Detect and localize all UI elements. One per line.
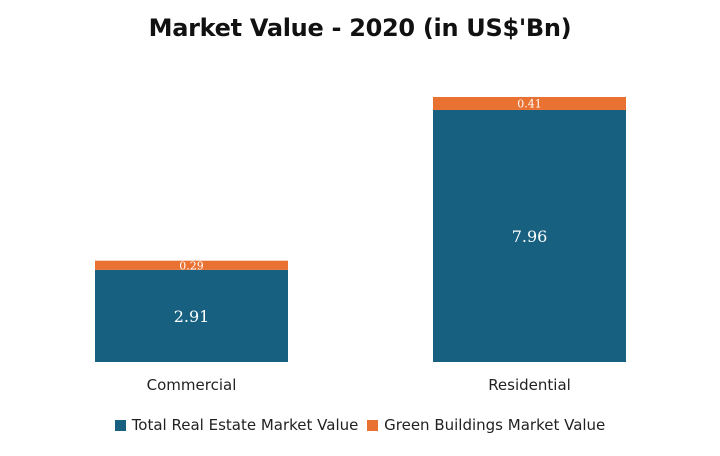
x-tick-label-commercial: Commercial: [147, 376, 237, 394]
legend-item-total: Total Real Estate Market Value: [114, 416, 359, 434]
data-label-residential-green: 0.41: [517, 97, 542, 110]
bar-residential-green: [433, 97, 626, 110]
data-label-commercial-green: 0.29: [179, 259, 204, 272]
chart-title: Market Value - 2020 (in US$'Bn): [148, 14, 572, 42]
legend-item-green: Green Buildings Market Value: [367, 416, 605, 434]
legend-swatch-green: [367, 419, 379, 431]
bar-commercial-total: [95, 269, 288, 362]
chart-legend: Total Real Estate Market Value Green Bui…: [0, 416, 720, 435]
legend-label-green: Green Buildings Market Value: [384, 416, 606, 434]
data-label-residential-total: 7.96: [512, 227, 548, 246]
data-label-commercial-total: 2.91: [174, 307, 210, 326]
bar-residential-total: [433, 109, 626, 362]
bar-commercial-green: [95, 260, 288, 270]
legend-swatch-total: [114, 419, 126, 431]
legend-label-total: Total Real Estate Market Value: [131, 416, 359, 434]
x-tick-label-residential: Residential: [488, 376, 571, 394]
